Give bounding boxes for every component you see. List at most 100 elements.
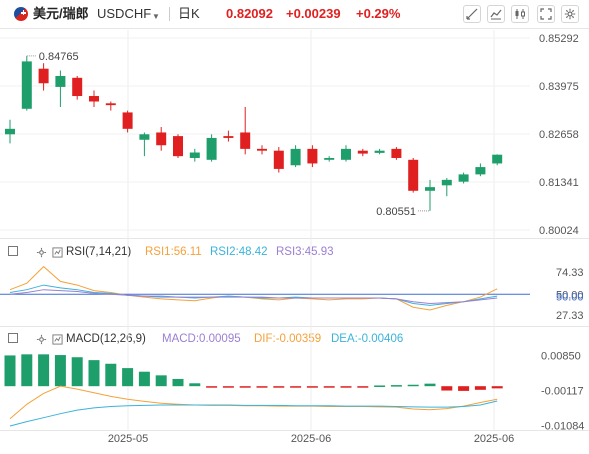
rsi-tick-label: 50.00 [556,289,584,301]
candle [5,128,15,135]
rsi1-value: RSI1:56.11 [145,246,202,258]
chevron-down-icon[interactable]: ▼ [152,12,160,21]
macd-histogram-bar [357,386,369,388]
candles: 0.84765 0.80551 [5,51,503,218]
settings-icon[interactable] [36,245,47,258]
macd-histogram-bar [306,386,318,388]
rsi-series-line [9,289,498,305]
date-tick-label: 2025-06 [474,433,514,445]
candle [307,148,318,164]
price-change: +0.00239 [286,6,341,21]
divider [169,7,170,21]
price-tick-label: 0.85292 [539,33,579,45]
macd-series-line [9,385,498,420]
candle [38,68,49,84]
macd-histogram-bar [222,386,234,388]
macd-histogram-bar [4,355,16,387]
macd-histogram-bar [441,386,453,391]
macd-tick-label: -0.00117 [541,385,584,397]
rsi2-value: RSI2:48.42 [210,246,268,258]
macd-histogram-bar [390,385,402,387]
indicator-icon[interactable] [52,245,63,258]
candle [475,167,486,175]
macd-tick-label: -0.01084 [541,420,584,432]
date-tick-label: 2025-06 [291,433,331,445]
macd-histogram-bar [88,360,100,387]
collapse-icon[interactable] [8,246,18,256]
macd-histogram-bar [21,354,33,387]
macd-series-line [9,400,498,427]
divider [0,238,589,239]
candle [374,150,385,153]
last-price: 0.82092 [226,6,273,21]
candle [458,174,469,182]
rsi-series-line [9,284,498,306]
macd-value: MACD:0.00095 [162,333,241,345]
macd-histogram-bar [424,383,436,387]
macd-histogram-bar [256,386,268,388]
macd-histogram-bar [155,375,167,387]
candle [223,136,234,138]
candle [139,134,150,140]
macd-histogram-bar [340,386,352,388]
timeframe-selector[interactable]: 日K [178,6,200,21]
macd-histogram-bar [474,386,486,390]
macd-histogram-bar [323,386,335,388]
rsi-title: RSI(7,14,21) [66,246,132,258]
macd-panel [4,354,503,427]
rsi-tick-label: 74.33 [556,267,584,279]
collapse-icon[interactable] [8,333,18,343]
settings-icon[interactable] [36,332,47,345]
divider [0,326,589,327]
candle-type-icon[interactable] [511,5,529,23]
divider [0,28,589,29]
candle [189,152,200,158]
macd-histogram-bar [239,386,251,388]
macd-histogram-bar [290,386,302,388]
macd-histogram-bar [71,357,83,387]
candle [206,137,217,160]
candle [122,112,133,129]
macd-title: MACD(12,26,9) [66,333,146,345]
macd-histogram-bar [206,386,218,388]
price-tick-label: 0.83975 [539,81,579,93]
candle [290,148,301,166]
rsi-tick-label: 27.33 [556,310,584,322]
candle [55,75,66,87]
candle [324,157,335,160]
low-price-label: 0.80551 [376,206,416,218]
candle [89,96,99,102]
fullscreen-icon[interactable] [537,5,555,23]
symbol-selector[interactable]: USDCHF [97,6,152,21]
grid-lines [0,30,530,430]
price-tick-label: 0.82658 [539,129,579,141]
candle [257,148,267,151]
candle [357,150,368,154]
macd-histogram-bar [273,386,285,388]
price-tick-label: 0.81341 [539,177,579,189]
macd-histogram-bar [122,368,134,387]
candle [21,61,32,109]
macd-histogram-bar [407,384,419,387]
drawing-tools-icon[interactable] [463,5,481,23]
indicator-icon[interactable] [487,5,505,23]
rsi3-value: RSI3:45.93 [276,246,334,258]
macd-tick-label: 0.00850 [541,350,581,362]
date-tick-label: 2025-05 [108,433,148,445]
macd-histogram-bar [491,386,503,389]
candle [105,103,116,106]
rsi-panel [0,265,530,311]
candle [391,148,402,158]
rsi-reference-label: 50.00 [556,291,584,303]
settings-icon[interactable] [561,5,579,23]
divider [0,430,589,431]
pair-name: 美元/瑞郎 [33,6,89,21]
candle [72,77,83,97]
indicator-icon[interactable] [52,332,63,345]
axes: 0.85292 0.83975 0.82658 0.81341 0.80024 74.33… [108,33,585,445]
price-change-pct: +0.29% [356,6,401,21]
candle [173,136,183,157]
macd-histogram-bar [458,386,470,391]
dif-value: DIF:-0.00359 [254,333,322,345]
